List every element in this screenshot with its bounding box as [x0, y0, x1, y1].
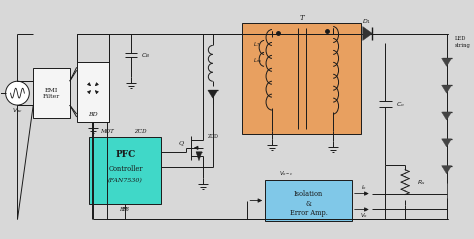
Text: T: T: [299, 14, 304, 22]
Polygon shape: [196, 152, 202, 161]
Text: $R_s$: $R_s$: [417, 178, 426, 187]
Text: Q: Q: [179, 140, 184, 145]
Circle shape: [6, 81, 29, 105]
Text: $C_o$: $C_o$: [396, 100, 405, 109]
Text: ZCD: ZCD: [135, 130, 147, 134]
Text: $V_o$: $V_o$: [360, 211, 368, 220]
Bar: [77, 62, 109, 122]
Text: $V_{o-c}$: $V_{o-c}$: [279, 169, 294, 178]
Text: ZCD: ZCD: [207, 134, 218, 139]
Text: (FAN7530): (FAN7530): [108, 178, 143, 183]
Polygon shape: [208, 90, 218, 98]
Text: string: string: [455, 43, 470, 48]
Polygon shape: [442, 85, 452, 93]
Bar: [90, 137, 162, 204]
Text: $D_1$: $D_1$: [362, 17, 371, 26]
Text: FB: FB: [118, 207, 127, 212]
Polygon shape: [442, 112, 452, 120]
Bar: [33, 68, 70, 118]
Text: LED: LED: [455, 36, 466, 41]
Text: $I_o$: $I_o$: [361, 183, 366, 192]
Text: BD: BD: [88, 112, 98, 117]
Text: EMI
Filter: EMI Filter: [43, 88, 60, 98]
Text: Error Amp.: Error Amp.: [290, 209, 328, 217]
Text: $C_B$: $C_B$: [141, 51, 150, 60]
Text: Isolation: Isolation: [294, 190, 323, 198]
Text: $L_m$: $L_m$: [253, 56, 262, 65]
Text: Controller: Controller: [108, 165, 143, 173]
Text: MOT: MOT: [100, 130, 114, 134]
Polygon shape: [442, 139, 452, 147]
Polygon shape: [363, 27, 373, 40]
Bar: [265, 180, 352, 221]
Text: PFC: PFC: [115, 150, 136, 159]
Text: &: &: [305, 200, 311, 207]
Text: $L_T$: $L_T$: [253, 40, 261, 49]
Polygon shape: [442, 58, 452, 66]
Polygon shape: [442, 166, 452, 174]
Text: $V_{ac}$: $V_{ac}$: [12, 107, 23, 115]
Text: FB: FB: [121, 207, 129, 212]
Bar: [242, 22, 361, 134]
